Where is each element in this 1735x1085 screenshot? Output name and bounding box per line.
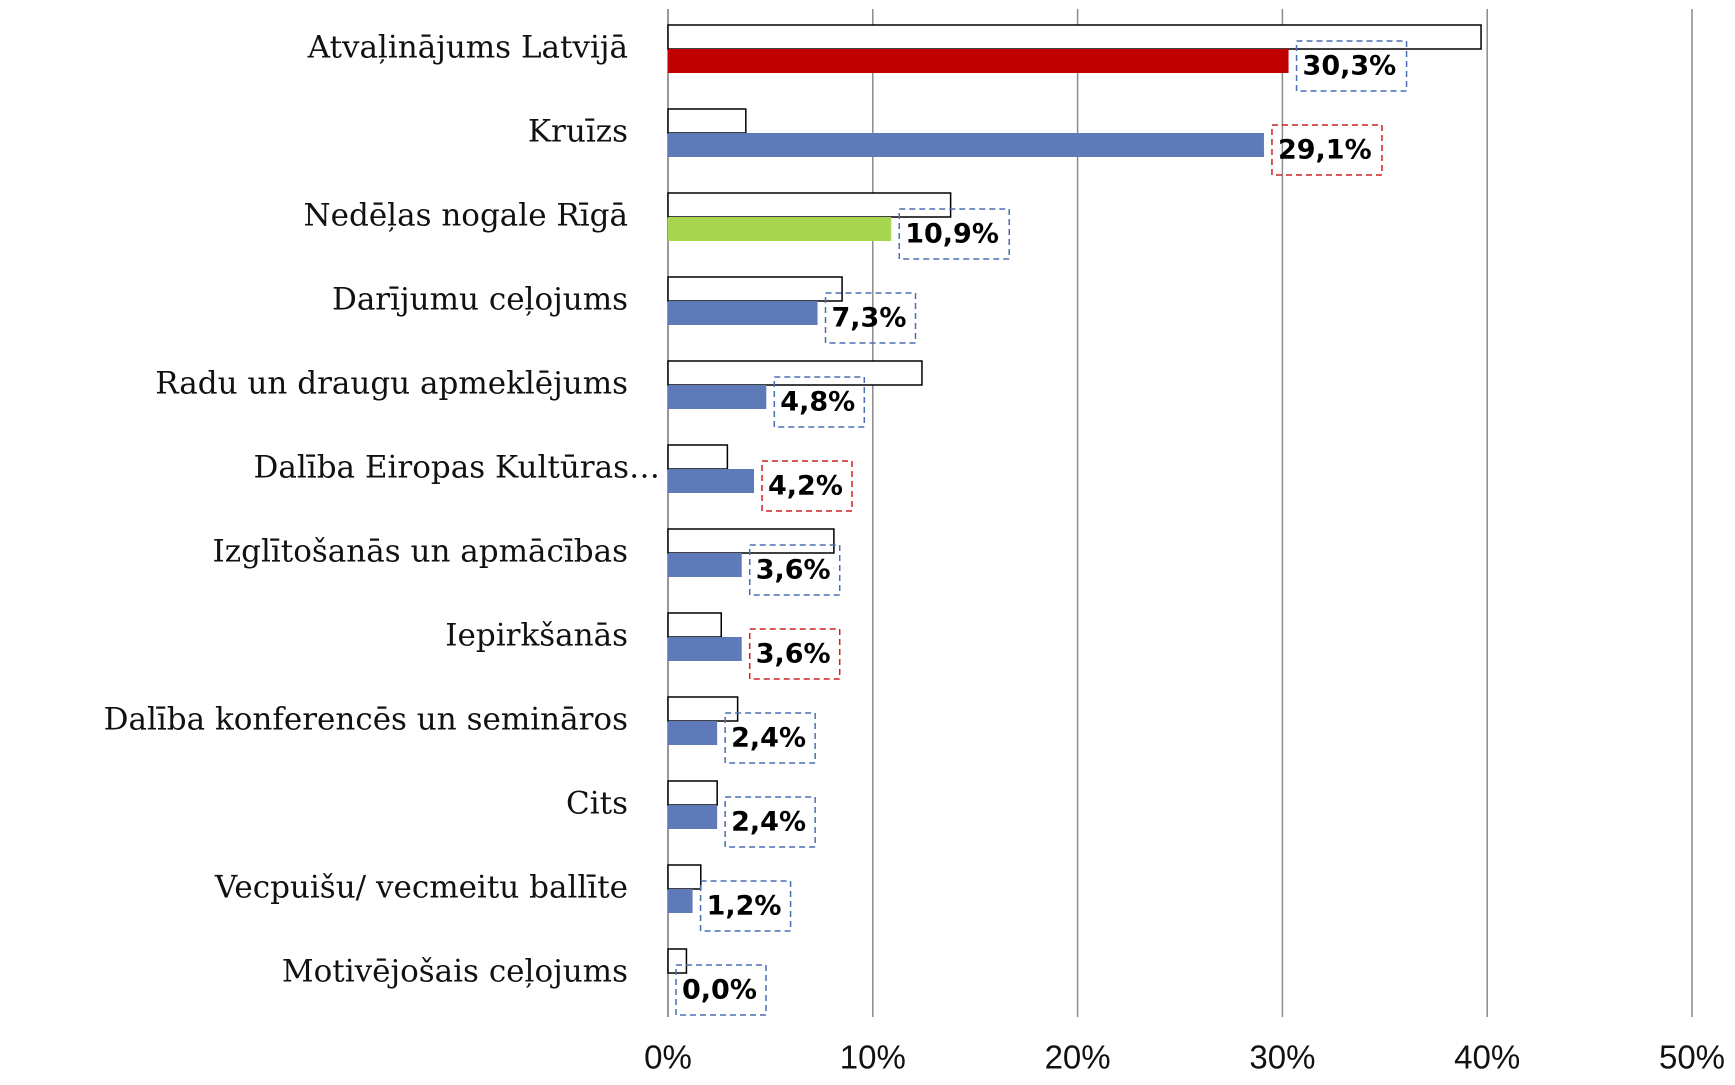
value-label-box xyxy=(824,292,917,344)
value-label-box xyxy=(724,796,816,848)
bar xyxy=(668,133,1264,157)
bar xyxy=(667,360,923,386)
value-label: 3,6% xyxy=(756,639,831,670)
value-label: 4,8% xyxy=(780,387,855,418)
value-label-box xyxy=(1271,124,1383,176)
value-label-box xyxy=(675,964,767,1016)
category-label: Dalība konferencēs un semināros xyxy=(104,702,628,738)
value-label-box xyxy=(898,208,1010,260)
bar xyxy=(667,192,952,218)
category-label: Izglītošanās un apmācības xyxy=(213,534,628,570)
category-label: Dalība Eiropas Kultūras… xyxy=(254,450,660,486)
x-tick-label: 50% xyxy=(1659,1039,1725,1076)
bar xyxy=(667,612,722,638)
category-label: Atvaļinājums Latvijā xyxy=(307,30,628,66)
bar xyxy=(668,49,1289,73)
bar xyxy=(668,469,755,493)
x-tick-label: 30% xyxy=(1249,1039,1315,1076)
value-label-box xyxy=(1295,40,1408,92)
value-label: 7,3% xyxy=(832,303,907,334)
category-label: Vecpuišu/ vecmeitu ballīte xyxy=(214,870,628,906)
value-label-box xyxy=(748,628,841,680)
bar xyxy=(667,24,1482,50)
bar xyxy=(668,385,767,409)
value-label: 1,2% xyxy=(707,891,782,922)
bar xyxy=(668,889,693,913)
category-label: Cits xyxy=(566,786,628,822)
bar xyxy=(668,301,818,325)
bar xyxy=(667,528,835,554)
value-label: 4,2% xyxy=(768,471,843,502)
bar xyxy=(667,948,688,974)
category-label: Nedēļas nogale Rīgā xyxy=(304,198,628,234)
bar xyxy=(668,217,892,241)
value-label: 0,0% xyxy=(682,975,757,1006)
bar xyxy=(667,780,718,806)
x-tick-label: 10% xyxy=(840,1039,906,1076)
category-label: Kruīzs xyxy=(528,114,628,150)
x-tick-label: 20% xyxy=(1045,1039,1111,1076)
bar xyxy=(668,805,718,829)
bar xyxy=(667,276,843,302)
value-label-box xyxy=(748,544,841,596)
value-label: 3,6% xyxy=(756,555,831,586)
value-label-box xyxy=(724,712,816,764)
bar xyxy=(668,721,718,745)
bar xyxy=(667,108,747,134)
category-label: Darījumu ceļojums xyxy=(332,282,628,318)
value-label-box xyxy=(761,460,853,512)
bar xyxy=(668,637,742,661)
value-label: 2,4% xyxy=(731,807,806,838)
x-tick-label: 40% xyxy=(1454,1039,1520,1076)
value-label: 30,3% xyxy=(1303,51,1397,82)
value-label: 10,9% xyxy=(905,219,999,250)
bar xyxy=(667,864,702,890)
category-label: Radu un draugu apmeklējums xyxy=(155,366,628,402)
bar xyxy=(668,553,742,577)
value-label-box xyxy=(699,880,792,932)
x-tick-label: 0% xyxy=(644,1039,692,1076)
bar xyxy=(667,696,739,722)
category-label: Iepirkšanās xyxy=(445,618,628,654)
category-label: Motivējošais ceļojums xyxy=(282,954,628,990)
value-label: 2,4% xyxy=(731,723,806,754)
value-label-box xyxy=(773,376,866,428)
value-label: 29,1% xyxy=(1278,135,1372,166)
bar xyxy=(667,444,729,470)
